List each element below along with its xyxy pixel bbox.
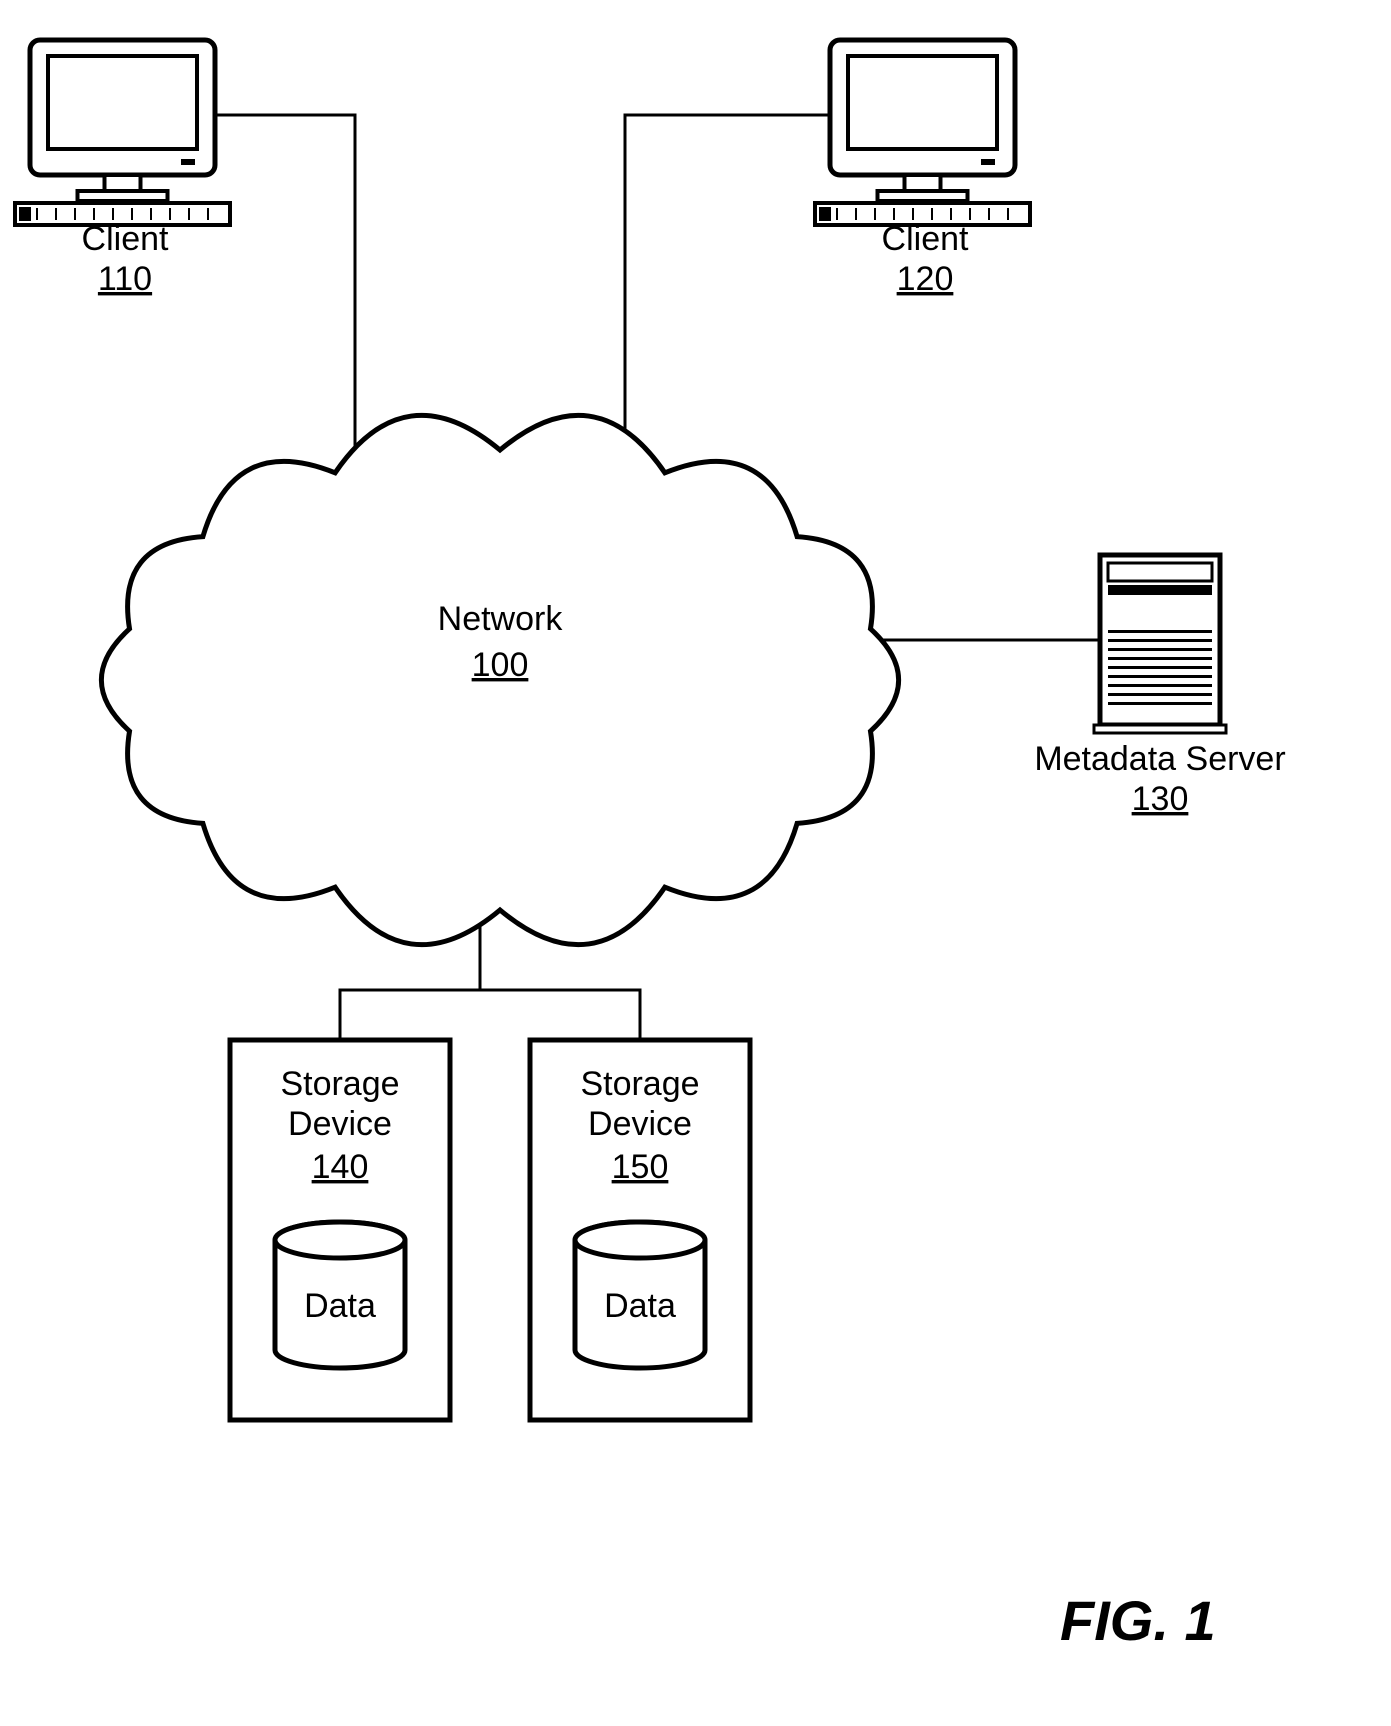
storage-title-1: Storage [580, 1065, 699, 1103]
server-label: Metadata Server [1034, 740, 1285, 778]
screen [848, 56, 997, 149]
client-label: Client [882, 220, 969, 258]
network-label: Network [438, 600, 564, 638]
monitor-base [878, 191, 968, 201]
server-base [1094, 725, 1226, 733]
storage-ref: 150 [612, 1148, 669, 1186]
disk-label: Data [604, 1287, 676, 1325]
client-ref: 110 [98, 260, 152, 298]
client-label: Client [82, 220, 169, 258]
monitor-led [981, 159, 995, 165]
storage-ref: 140 [312, 1148, 369, 1186]
metadata-server-130 [1094, 555, 1226, 733]
figure-caption: FIG. 1 [1060, 1589, 1216, 1652]
screen [48, 56, 197, 149]
client-120 [815, 40, 1030, 225]
network-ref: 100 [472, 646, 529, 684]
client-ref: 120 [897, 260, 954, 298]
storage-title-2: Device [288, 1105, 392, 1143]
client-110 [15, 40, 230, 225]
storage-title-2: Device [588, 1105, 692, 1143]
monitor-base [78, 191, 168, 201]
edge-client-120-cloud [625, 115, 830, 455]
disk-top [275, 1222, 405, 1258]
storage-title-1: Storage [280, 1065, 399, 1103]
monitor-led [181, 159, 195, 165]
server-ref: 130 [1132, 780, 1189, 818]
monitor-stand [105, 175, 141, 191]
disk-top [575, 1222, 705, 1258]
monitor-stand [905, 175, 941, 191]
disk-label: Data [304, 1287, 376, 1325]
edge-client-110-cloud [215, 115, 355, 470]
